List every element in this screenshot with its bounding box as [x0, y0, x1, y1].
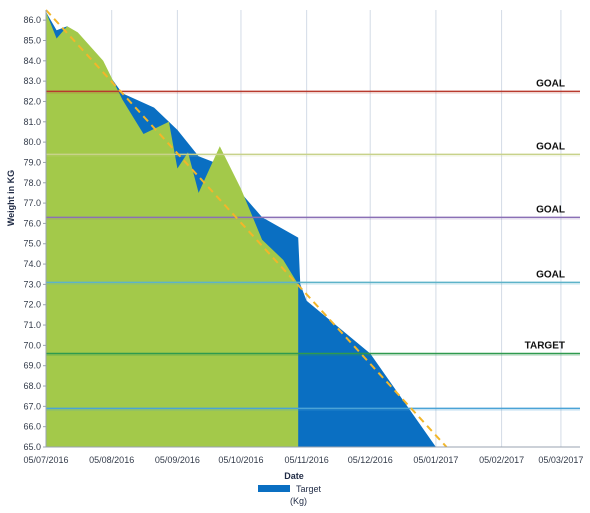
- y-tick-label: 67.0: [23, 401, 41, 411]
- y-tick-label: 77.0: [23, 198, 41, 208]
- trend-lines: [45, 9, 448, 448]
- x-tick-label: 05/03/2017: [538, 455, 583, 465]
- y-tick-label: 79.0: [23, 157, 41, 167]
- x-tick-label: 05/08/2016: [89, 455, 134, 465]
- actual-weight-area: [46, 12, 299, 447]
- reference-line-label: GOAL: [536, 141, 565, 152]
- y-tick-label: 78.0: [23, 178, 41, 188]
- legend-label: Target: [296, 484, 322, 494]
- y-tick-label: 86.0: [23, 15, 41, 25]
- y-tick-label: 80.0: [23, 137, 41, 147]
- y-tick-label: 72.0: [23, 300, 41, 310]
- x-axis-title: Date: [284, 471, 304, 481]
- legend: Target (Kg): [258, 484, 322, 506]
- y-tick-label: 71.0: [23, 320, 41, 330]
- y-tick-label: 69.0: [23, 361, 41, 371]
- axes: [45, 10, 580, 448]
- x-tick-label: 05/01/2017: [413, 455, 458, 465]
- reference-lines: GOAL GOAL GOAL GOAL TARGET: [46, 78, 580, 411]
- legend-sublabel: (Kg): [290, 496, 307, 506]
- y-tick-label: 82.0: [23, 96, 41, 106]
- y-tick-label: 75.0: [23, 239, 41, 249]
- x-tick-label: 05/07/2016: [23, 455, 68, 465]
- y-tick-label: 74.0: [23, 259, 41, 269]
- reference-line-label: TARGET: [525, 341, 565, 352]
- y-tick-label: 84.0: [23, 56, 41, 66]
- y-tick-label: 70.0: [23, 340, 41, 350]
- x-tick-label: 05/10/2016: [218, 455, 263, 465]
- reference-line-label: GOAL: [536, 269, 565, 280]
- y-tick-label: 68.0: [23, 381, 41, 391]
- x-tick-label: 05/02/2017: [479, 455, 524, 465]
- area-series: [46, 12, 436, 447]
- y-tick-label: 65.0: [23, 442, 41, 452]
- y-tick-label: 81.0: [23, 117, 41, 127]
- x-tick-label: 05/12/2016: [348, 455, 393, 465]
- x-tick-label: 05/09/2016: [155, 455, 200, 465]
- y-tick-label: 66.0: [23, 422, 41, 432]
- y-tick-label: 73.0: [23, 279, 41, 289]
- reference-line-label: GOAL: [536, 78, 565, 89]
- y-tick-label: 76.0: [23, 218, 41, 228]
- y-tick-label: 83.0: [23, 76, 41, 86]
- y-axis-title: Weight in KG: [6, 170, 16, 226]
- x-tick-label: 05/11/2016: [284, 455, 328, 465]
- y-axis-ticks: 65.0 66.0 67.0 68.0 69.0 70.0 71.0 72.0 73.0 74.0…: [23, 15, 46, 452]
- legend-swatch: [258, 485, 290, 492]
- trend-line: [45, 9, 448, 448]
- reference-line-label: GOAL: [536, 204, 565, 215]
- y-tick-label: 85.0: [23, 35, 41, 45]
- x-axis-ticks: 05/07/2016 05/08/2016 05/09/2016 05/10/2016…: [23, 455, 583, 465]
